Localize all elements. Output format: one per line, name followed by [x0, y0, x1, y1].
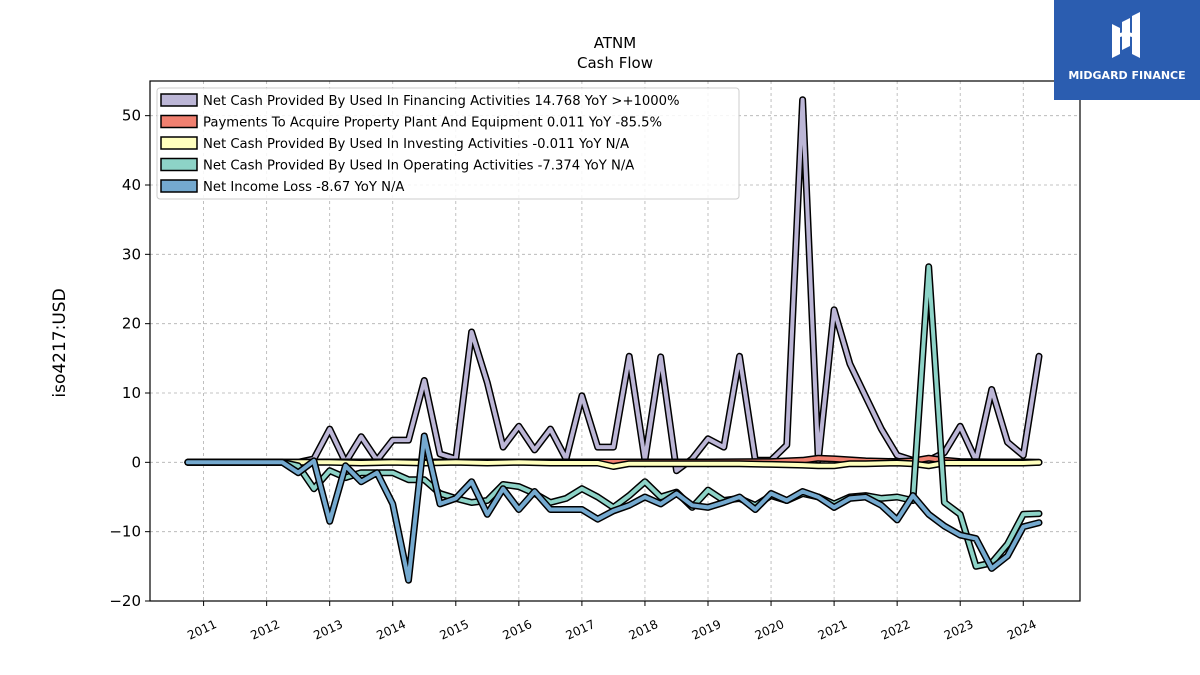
- y-tick-label: 0: [131, 453, 141, 471]
- logo-mark-icon: [1112, 12, 1140, 58]
- legend-label: Net Income Loss -8.67 YoY N/A: [203, 180, 404, 195]
- series-line: [185, 434, 1041, 583]
- legend-item: Payments To Acquire Property Plant And E…: [160, 114, 662, 131]
- legend-item: Net Income Loss -8.67 YoY N/A: [160, 179, 404, 195]
- series-net-cash-provided-by-used-in-operating-activities: [184, 263, 1043, 570]
- chart-title: ATNM: [594, 34, 636, 52]
- series-line: [185, 264, 1041, 569]
- x-tick-label: 2013: [311, 617, 345, 643]
- x-tick-label: 2016: [501, 617, 535, 643]
- y-tick-label: 30: [122, 245, 141, 263]
- y-tick-label: −10: [109, 523, 141, 541]
- legend-swatch: [160, 136, 198, 150]
- series-net-income-loss: [184, 432, 1043, 584]
- x-tick-label: 2020: [753, 617, 787, 643]
- legend-label: Net Cash Provided By Used In Operating A…: [203, 159, 634, 174]
- legend-item: Net Cash Provided By Used In Financing A…: [160, 93, 680, 109]
- x-tick-label: 2011: [185, 617, 219, 643]
- x-tick-label: 2012: [248, 617, 282, 643]
- y-tick-label: 20: [122, 315, 141, 333]
- legend-swatch: [160, 179, 198, 193]
- legend-label: Net Cash Provided By Used In Financing A…: [203, 94, 680, 109]
- y-tick-label: 40: [122, 176, 141, 194]
- x-tick-label: 2017: [564, 617, 598, 643]
- x-tick-label: 2019: [690, 617, 724, 643]
- legend-label: Payments To Acquire Property Plant And E…: [203, 116, 662, 131]
- x-tick-label: 2014: [374, 617, 408, 643]
- x-tick-label: 2018: [627, 617, 661, 643]
- x-tick-label: 2022: [879, 617, 913, 643]
- y-tick-label: −20: [109, 592, 141, 610]
- legend-swatch: [160, 93, 198, 107]
- y-axis-label: iso4217:USD: [50, 288, 70, 397]
- legend-label: Net Cash Provided By Used In Investing A…: [203, 137, 629, 152]
- x-tick-label: 2024: [1005, 617, 1039, 643]
- y-tick-label: 10: [122, 384, 141, 402]
- series-lines: [184, 96, 1043, 584]
- chart-subtitle: Cash Flow: [577, 54, 653, 72]
- legend-item: Net Cash Provided By Used In Operating A…: [160, 157, 634, 174]
- plot-area-frame: [149, 80, 1081, 602]
- logo-text: MIDGARD FINANCE: [1068, 69, 1186, 82]
- legend-box: [156, 87, 740, 200]
- legend-item: Net Cash Provided By Used In Investing A…: [160, 136, 629, 152]
- x-tick-label: 2021: [816, 617, 850, 643]
- series-line: [185, 97, 1041, 473]
- series-outline: [184, 263, 1043, 570]
- legend: Net Cash Provided By Used In Financing A…: [156, 87, 740, 200]
- legend-swatch: [160, 114, 198, 129]
- legend-swatch: [160, 157, 198, 172]
- brand-logo: MIDGARD FINANCE: [1054, 0, 1200, 100]
- series-net-cash-provided-by-used-in-financing-activities: [184, 96, 1043, 475]
- x-tick-label: 2023: [942, 617, 976, 643]
- x-tick-label: 2015: [437, 617, 471, 643]
- y-tick-label: 50: [122, 107, 141, 125]
